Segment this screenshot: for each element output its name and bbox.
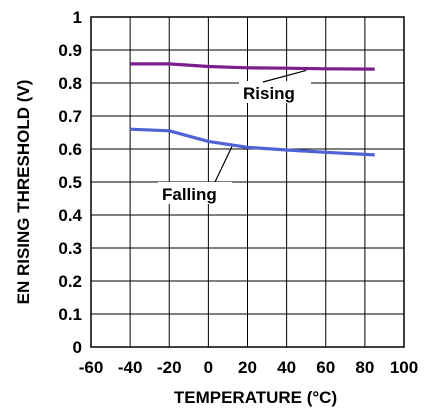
annotation-leader: [262, 69, 307, 83]
y-tick-labels: 0 0.1 0.2 0.3 0.4 0.5 0.6 0.7 0.8 0.9 1: [58, 8, 82, 357]
x-tick-label: -60: [79, 358, 104, 377]
annotation-falling: Falling: [162, 185, 217, 204]
y-tick-label: 0.8: [58, 74, 82, 93]
series-line-rising: [130, 62, 375, 71]
y-tick-label: 0.1: [58, 305, 82, 324]
y-tick-label: 0.9: [58, 41, 82, 60]
y-axis-label: EN RISING THRESHOLD (V): [14, 80, 33, 305]
x-tick-label: 60: [316, 358, 335, 377]
annotation-bg: [239, 81, 311, 103]
annotations: Rising Falling: [158, 69, 311, 204]
y-tick-label: 0.7: [58, 107, 82, 126]
x-tick-labels: -60 -40 -20 0 20 40 60 80 100: [79, 358, 418, 377]
series-lines: [130, 62, 375, 157]
x-tick-label: 80: [355, 358, 374, 377]
y-tick-label: 0.2: [58, 272, 82, 291]
y-tick-label: 0.4: [58, 206, 82, 225]
annotation-bg: [158, 182, 232, 204]
x-tick-label: 40: [277, 358, 296, 377]
annotation-leader: [214, 146, 233, 183]
y-tick-label: 0.6: [58, 140, 82, 159]
x-tick-label: -20: [157, 358, 182, 377]
x-tick-label: 20: [238, 358, 257, 377]
annotation-rising: Rising: [243, 84, 295, 103]
x-tick-label: 0: [204, 358, 213, 377]
plot-frame: [90, 16, 405, 348]
y-tick-label: 0.3: [58, 239, 82, 258]
series-line-falling: [130, 127, 375, 157]
y-tick-label: 0: [73, 338, 82, 357]
x-tick-label: -40: [118, 358, 143, 377]
x-tick-label: 100: [390, 358, 418, 377]
y-tick-label: 0.5: [58, 173, 82, 192]
x-axis-label: TEMPERATURE (°C): [174, 388, 337, 407]
y-tick-label: 1: [73, 8, 82, 27]
